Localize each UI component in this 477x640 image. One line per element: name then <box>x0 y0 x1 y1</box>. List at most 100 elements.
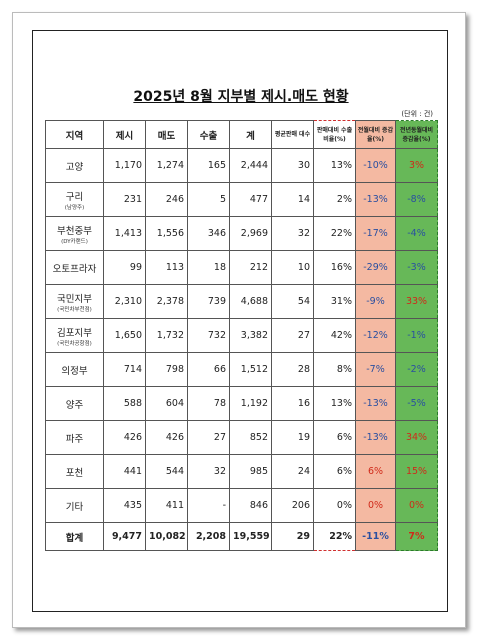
table-row: 오토프라자 99 113 18 212 10 16% -29% -3% <box>45 250 438 285</box>
data-cell: 2% <box>313 182 356 217</box>
column-header: 계 <box>229 120 272 149</box>
region-note: (국민차공항점) <box>57 340 92 347</box>
data-cell: 588 <box>103 386 146 421</box>
data-cell: 28 <box>271 352 314 387</box>
region-name: 부천중부 <box>57 225 92 237</box>
data-cell: 27 <box>271 318 314 353</box>
data-cell: 113 <box>145 250 188 285</box>
column-header: 제시 <box>103 120 146 149</box>
region-name: 포천 <box>65 467 84 479</box>
title: 2025년 8월 지부별 제시.매도 현황 <box>133 89 349 105</box>
data-cell: 16% <box>313 250 356 285</box>
data-cell: 33% <box>395 284 438 319</box>
data-cell: 1,413 <box>103 216 146 251</box>
data-cell: -1% <box>395 318 438 353</box>
data-cell: 34% <box>395 420 438 455</box>
data-cell: 0% <box>355 488 396 523</box>
data-cell: 544 <box>145 454 188 489</box>
data-cell: 15% <box>395 454 438 489</box>
data-table: 지역 제시 매도 수출 계 평균판매 대수 판매대비 수출비율(%) 전월대비 증감율(%) 전… <box>45 120 438 551</box>
data-cell: 19,559 <box>229 522 272 551</box>
data-cell: 78 <box>187 386 230 421</box>
data-cell: 6% <box>313 420 356 455</box>
data-cell: 435 <box>103 488 146 523</box>
data-cell: -8% <box>395 182 438 217</box>
data-cell: 54 <box>271 284 314 319</box>
data-cell: 16 <box>271 386 314 421</box>
data-cell: 29 <box>271 522 314 551</box>
data-cell: 0% <box>395 488 438 523</box>
column-header: 전월대비 증감율(%) <box>355 120 396 149</box>
data-cell: - <box>187 488 230 523</box>
data-cell: -7% <box>355 352 396 387</box>
data-cell: 246 <box>145 182 188 217</box>
table-row: 양주 588 604 78 1,192 16 13% -13% -5% <box>45 386 438 421</box>
data-cell: 32 <box>187 454 230 489</box>
data-cell: 441 <box>103 454 146 489</box>
data-cell: 346 <box>187 216 230 251</box>
region-cell: 오토프라자 <box>45 250 104 285</box>
region-name: 국민지부 <box>57 293 92 305</box>
table-row: 기타 435 411-846 206 0% 0% 0% <box>45 488 438 523</box>
data-cell: 1,732 <box>145 318 188 353</box>
region-cell: 구리 (남양주) <box>45 182 104 217</box>
data-cell: 30 <box>271 148 314 183</box>
data-cell: 18 <box>187 250 230 285</box>
data-cell: 24 <box>271 454 314 489</box>
column-header: 평균판매 대수 <box>271 120 314 149</box>
column-header: 수출 <box>187 120 230 149</box>
data-cell: 2,969 <box>229 216 272 251</box>
data-cell: -2% <box>395 352 438 387</box>
table-row: 의정부 714 798 66 1,512 28 8% -7% -2% <box>45 352 438 387</box>
table-row: 국민지부 (국민차부천점) 2,310 2,378 739 4,688 54 31% -9% 33… <box>45 284 438 319</box>
region-name: 구리 <box>65 191 84 203</box>
data-cell: -13% <box>355 420 396 455</box>
region-cell: 포천 <box>45 454 104 489</box>
region-name: 오토프라자 <box>52 263 97 275</box>
data-cell: 31% <box>313 284 356 319</box>
region-cell: 합계 <box>45 522 104 551</box>
table-row: 고양 1,170 1,274 165 2,444 30 13% -10% 3% <box>45 148 438 183</box>
data-cell: 1,650 <box>103 318 146 353</box>
region-cell: 파주 <box>45 420 104 455</box>
data-cell: 1,556 <box>145 216 188 251</box>
column-header: 판매대비 수출비율(%) <box>313 120 356 149</box>
data-cell: 165 <box>187 148 230 183</box>
data-cell: -3% <box>395 250 438 285</box>
data-cell: 6% <box>355 454 396 489</box>
data-cell: 22% <box>313 216 356 251</box>
data-cell: 2,310 <box>103 284 146 319</box>
data-cell: 739 <box>187 284 230 319</box>
header-row: 지역 제시 매도 수출 계 평균판매 대수 판매대비 수출비율(%) 전월대비 증감율(%) 전… <box>45 120 438 149</box>
data-cell: 206 <box>271 488 314 523</box>
table-row: 합계 9,477 10,082 2,208 19,559 29 22% -11% 7% <box>45 522 438 551</box>
data-cell: 732 <box>187 318 230 353</box>
region-name: 김포지부 <box>57 327 92 339</box>
data-cell: 42% <box>313 318 356 353</box>
region-name: 파주 <box>65 433 84 445</box>
region-name: 의정부 <box>61 365 88 377</box>
data-cell: -11% <box>355 522 396 551</box>
table-row: 파주 426 426 27 852 19 6% -13% 34% <box>45 420 438 455</box>
data-cell: 1,512 <box>229 352 272 387</box>
data-cell: -5% <box>395 386 438 421</box>
region-name: 양주 <box>65 399 84 411</box>
data-cell: 212 <box>229 250 272 285</box>
table-row: 부천중부 (DY카랜드) 1,413 1,556 346 2,969 32 22% -17% -4… <box>45 216 438 251</box>
data-cell: 10,082 <box>145 522 188 551</box>
region-cell: 부천중부 (DY카랜드) <box>45 216 104 251</box>
data-cell: 27 <box>187 420 230 455</box>
data-cell: 2,378 <box>145 284 188 319</box>
data-cell: 13% <box>313 148 356 183</box>
data-cell: 8% <box>313 352 356 387</box>
data-cell: 99 <box>103 250 146 285</box>
data-cell: 5 <box>187 182 230 217</box>
region-name: 기타 <box>65 501 84 513</box>
data-cell: 6% <box>313 454 356 489</box>
data-cell: 14 <box>271 182 314 217</box>
data-cell: 22% <box>313 522 356 551</box>
region-note: (DY카랜드) <box>61 238 88 245</box>
data-cell: -29% <box>355 250 396 285</box>
data-cell: -4% <box>395 216 438 251</box>
region-cell: 김포지부 (국민차공항점) <box>45 318 104 353</box>
